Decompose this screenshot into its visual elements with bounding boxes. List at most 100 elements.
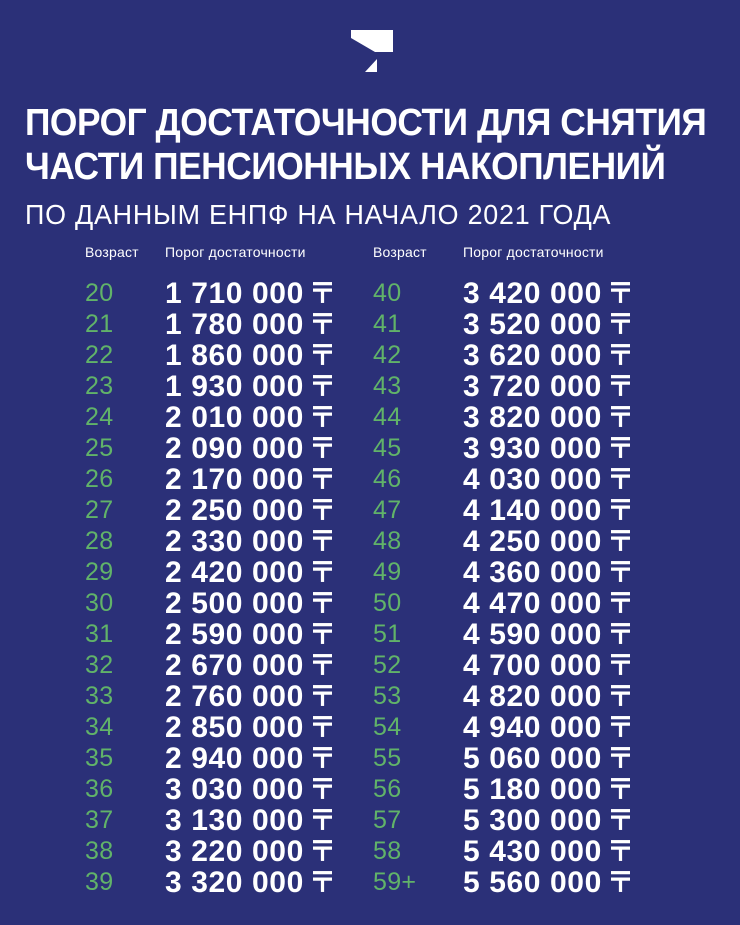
table-row: 52 4 700 000 [373,649,630,683]
amount-number: 2 170 000 [165,462,304,496]
age-value: 31 [85,620,114,648]
tenge-currency-icon [312,622,332,644]
page-title: ПОРОГ ДОСТАТОЧНОСТИ ДЛЯ СНЯТИЯ ЧАСТИ ПЕН… [25,101,707,189]
tenge-currency-icon [610,281,630,303]
table-column-ages-40-59: Возраст Порог достаточности 40 3 420 000… [373,243,630,900]
threshold-amount: 4 700 000 [463,649,630,683]
threshold-amount: 4 140 000 [463,494,630,528]
amount-number: 5 560 000 [463,865,602,899]
amount-number: 1 780 000 [165,307,304,341]
age-value: 34 [85,713,114,741]
table-row: 58 5 430 000 [373,835,630,869]
tenge-currency-icon [610,312,630,334]
threshold-amount: 3 030 000 [165,773,332,807]
threshold-amount: 4 940 000 [463,711,630,745]
table-row: 20 1 710 000 [85,277,332,310]
tenge-currency-icon [312,312,332,334]
threshold-amount: 3 420 000 [463,277,630,311]
age-column-header: Возраст [85,244,139,260]
title-line-2: ЧАСТИ ПЕНСИОННЫХ НАКОПЛЕНИЙ [25,146,666,188]
table-row: 51 4 590 000 [373,618,630,652]
amount-number: 3 620 000 [463,338,602,372]
table-row: 35 2 940 000 [85,742,332,775]
table-header-row: Возраст Порог достаточности [85,243,332,261]
tenge-currency-icon [610,777,630,799]
table-row: 41 3 520 000 [373,308,630,342]
threshold-amount: 5 430 000 [463,835,630,869]
age-value: 54 [373,713,402,741]
table-row: 33 2 760 000 [85,679,332,713]
threshold-amount: 1 860 000 [165,339,332,373]
table-row: 40 3 420 000 [373,277,630,311]
age-value: 45 [373,434,402,462]
tenge-currency-icon [312,281,332,303]
amount-number: 3 030 000 [165,772,304,806]
table-row: 25 2 090 000 [85,431,332,465]
amount-number: 5 300 000 [463,803,602,837]
age-value: 24 [85,403,114,431]
age-value: 46 [373,465,402,493]
tenge-currency-icon [312,653,332,675]
table-row: 42 3 620 000 [373,338,630,372]
table-row: 22 1 860 000 [85,339,332,373]
tenge-currency-icon [312,374,332,396]
age-value: 26 [85,465,114,493]
age-value: 44 [373,403,402,431]
age-value: 21 [85,310,114,338]
threshold-amount: 5 560 000 [463,866,630,900]
threshold-amount: 3 520 000 [463,308,630,342]
threshold-amount: 4 590 000 [463,618,630,652]
amount-number: 2 420 000 [165,555,304,589]
amount-number: 4 360 000 [463,555,602,589]
amount-number: 3 320 000 [165,865,304,899]
tenge-currency-icon [610,529,630,551]
age-value: 35 [85,744,114,772]
amount-number: 4 940 000 [463,710,602,744]
age-value: 59+ [373,868,417,896]
threshold-amount: 4 030 000 [463,463,630,497]
table-row: 30 2 500 000 [85,587,332,621]
tenge-currency-icon [610,746,630,768]
tenge-currency-icon [610,498,630,520]
table-row: 23 1 930 000 [85,370,332,403]
amount-number: 3 520 000 [463,307,602,341]
tenge-currency-icon [312,436,332,458]
tenge-currency-icon [312,529,332,551]
table-column-ages-20-39: Возраст Порог достаточности 20 1 710 000… [85,243,332,899]
amount-number: 3 220 000 [165,834,304,868]
amount-number: 2 090 000 [165,431,304,465]
table-row: 48 4 250 000 [373,525,630,558]
tenge-currency-icon [312,560,332,582]
age-column-header: Возраст [373,244,427,260]
tenge-currency-icon [312,777,332,799]
amount-number: 5 180 000 [463,772,602,806]
threshold-amount: 5 060 000 [463,742,630,776]
tenge-currency-icon [312,405,332,427]
age-value: 47 [373,496,402,524]
age-value: 25 [85,434,114,462]
amount-number: 5 430 000 [463,834,602,868]
threshold-amount: 4 470 000 [463,587,630,621]
amount-number: 2 500 000 [165,586,304,620]
table-row: 57 5 300 000 [373,803,630,837]
page-subtitle: ПО ДАННЫМ ЕНПФ НА НАЧАЛО 2021 ГОДА [25,199,612,230]
tenge-currency-icon [312,684,332,706]
table-rows: 40 3 420 000 41 3 520 000 42 3 620 000 4… [373,277,630,900]
tenge-currency-icon [312,870,332,892]
threshold-amount: 3 130 000 [165,804,332,838]
age-value: 30 [85,589,114,617]
threshold-amount: 2 250 000 [165,494,332,528]
table-row: 59+ 5 560 000 [373,866,630,900]
amount-number: 3 130 000 [165,803,304,837]
amount-number: 4 140 000 [463,493,602,527]
threshold-amount: 2 500 000 [165,587,332,621]
age-value: 36 [85,775,114,803]
amount-number: 2 760 000 [165,679,304,713]
table-row: 47 4 140 000 [373,494,630,528]
table-rows: 20 1 710 000 21 1 780 000 22 1 860 000 2… [85,277,332,899]
tenge-currency-icon [610,467,630,489]
table-row: 29 2 420 000 [85,555,332,589]
age-value: 32 [85,651,114,679]
threshold-amount: 2 010 000 [165,401,332,435]
